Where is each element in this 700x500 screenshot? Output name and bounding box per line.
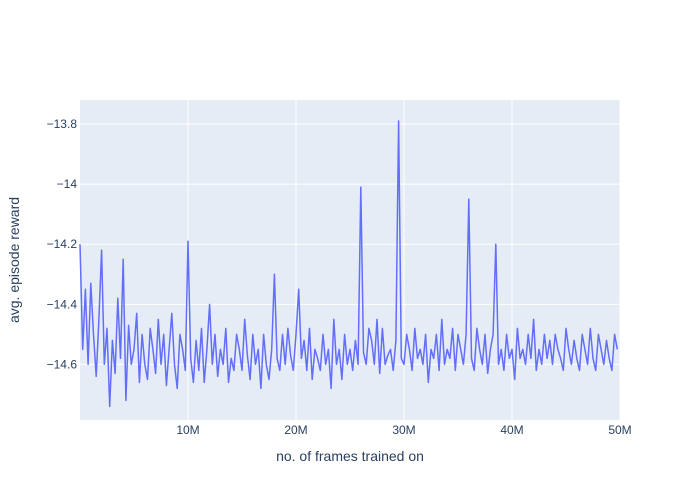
x-tick-label: 50M xyxy=(608,423,631,437)
series-line xyxy=(79,120,619,408)
x-tick-label: 10M xyxy=(176,423,199,437)
plot-area xyxy=(80,100,620,420)
y-tick-label: −13.8 xyxy=(47,117,78,131)
x-tick-label: 20M xyxy=(284,423,307,437)
grid xyxy=(80,100,621,420)
y-tick-label: −14 xyxy=(57,177,78,191)
y-axis-title: avg. episode reward xyxy=(6,197,22,323)
y-tick-label: −14.2 xyxy=(47,237,78,251)
x-tick-label: 40M xyxy=(500,423,523,437)
x-tick-label: 30M xyxy=(392,423,415,437)
y-tick-label: −14.6 xyxy=(47,357,78,371)
y-tick-label: −14.4 xyxy=(47,297,78,311)
x-axis-title: no. of frames trained on xyxy=(276,448,424,464)
y-tick-labels: −13.8 −14 −14.2 −14.4 −14.6 xyxy=(47,117,78,371)
x-tick-labels: 10M 20M 30M 40M 50M xyxy=(176,423,631,437)
